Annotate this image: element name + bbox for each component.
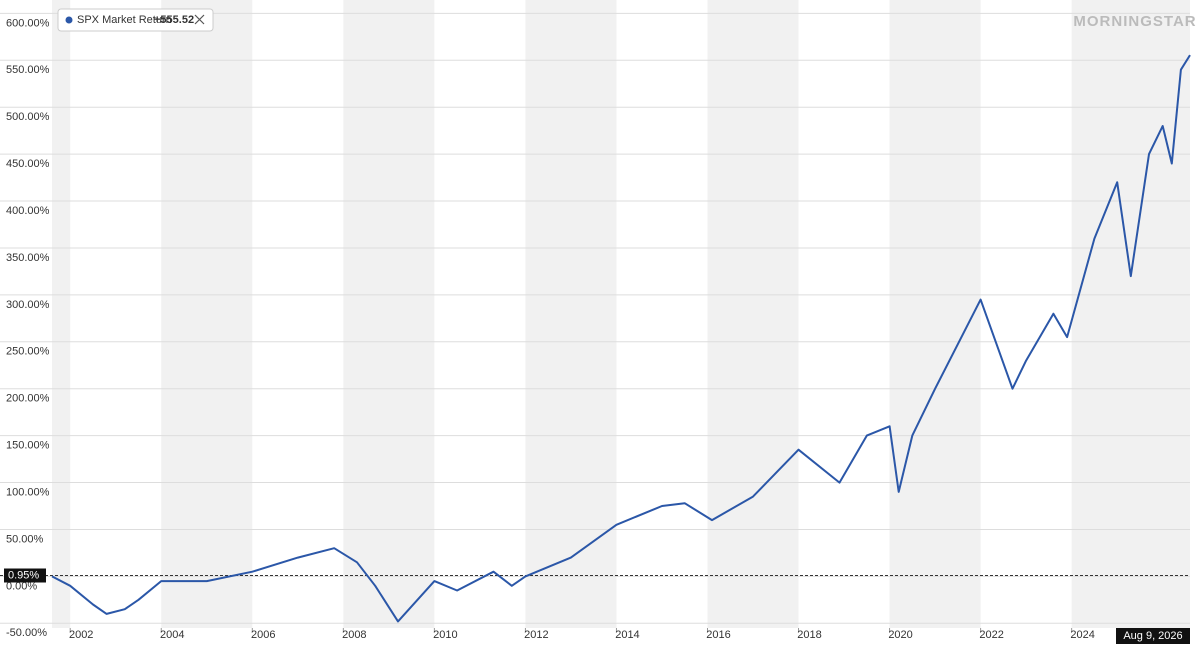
y-tick-label: 450.00% (6, 158, 50, 170)
legend-value: +555.52 (154, 14, 194, 26)
x-tick-label: 2004 (160, 629, 184, 641)
y-tick-label: 500.00% (6, 111, 50, 123)
y-tick-label: 350.00% (6, 252, 50, 264)
legend-box (57, 8, 214, 32)
x-tick-label: 2018 (797, 629, 821, 641)
y-tick-label: 300.00% (6, 299, 50, 311)
y-tick-label: 550.00% (6, 64, 50, 76)
y-tick-label: 250.00% (6, 346, 50, 358)
x-tick-label: 2016 (706, 629, 730, 641)
x-tick-label: 2010 (433, 629, 457, 641)
y-tick-label: 150.00% (6, 440, 50, 452)
x-tick-label: 2006 (251, 629, 275, 641)
x-tick-label: 2014 (615, 629, 639, 641)
background-band (343, 0, 435, 628)
date-tag (1116, 628, 1190, 644)
y-tick-label: 100.00% (6, 486, 50, 498)
background-band (525, 0, 617, 628)
y-tick-label: 400.00% (6, 205, 50, 217)
background-band (161, 0, 253, 628)
x-tick-label: 2008 (342, 629, 366, 641)
y-tick-label: 50.00% (6, 533, 44, 545)
date-label: Aug 9, 2026 (1123, 630, 1182, 642)
y-tick-label: 200.00% (6, 393, 50, 405)
close-icon[interactable] (194, 14, 205, 25)
x-tick-label: 2020 (888, 629, 912, 641)
background-band (1071, 0, 1190, 628)
x-tick-label: 2012 (524, 629, 548, 641)
baseline-label: 0.95% (8, 569, 39, 581)
baseline-tag (4, 568, 46, 583)
legend-marker (65, 16, 73, 24)
y-tick-label: 600.00% (6, 17, 50, 29)
legend-label: SPX Market Return (77, 14, 172, 26)
x-tick-label: 2022 (979, 629, 1003, 641)
y-tick-label: -50.00% (6, 627, 47, 639)
background-band (889, 0, 981, 628)
x-tick-label: 2024 (1070, 629, 1094, 641)
background-band (707, 0, 799, 628)
series-line (51, 54, 1191, 623)
background-band (52, 0, 71, 628)
x-tick-label: 2002 (69, 629, 93, 641)
y-tick-label: 0.00% (6, 580, 37, 592)
brand: MORNINGSTAR (1073, 13, 1196, 30)
legend[interactable]: SPX Market Return +555.52 (57, 8, 214, 32)
